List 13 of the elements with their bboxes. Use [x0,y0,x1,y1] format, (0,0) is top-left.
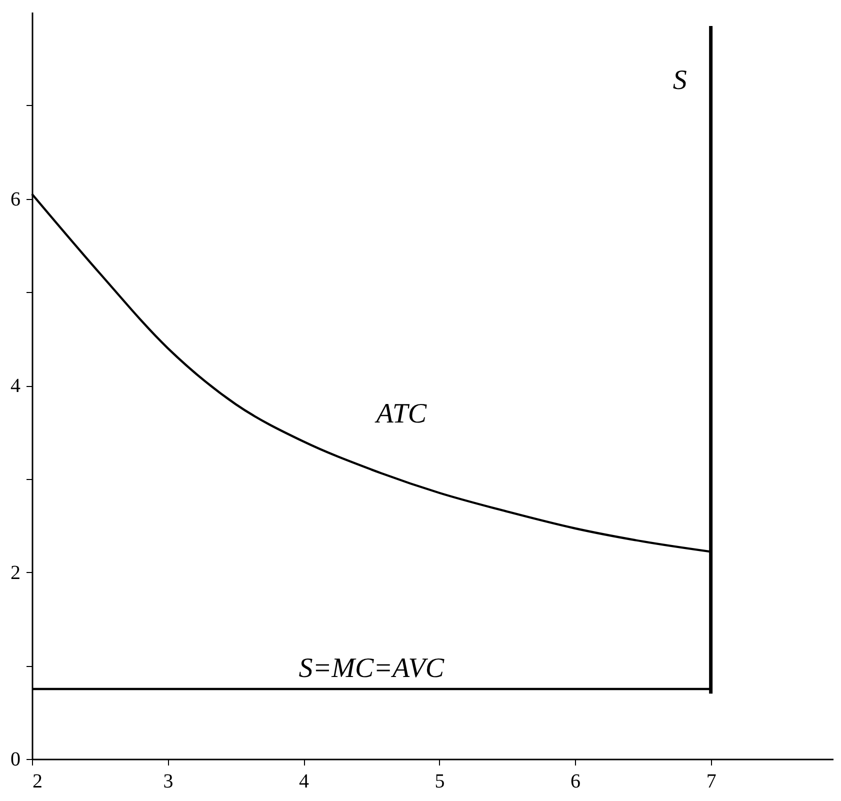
x-tick-label: 3 [163,770,174,792]
y-tick-label: 6 [10,188,20,210]
series-label: S [672,65,687,96]
series-label: ATC [374,398,427,430]
series-label: S=MC=AVC [298,652,444,684]
x-tick-label: 4 [299,770,310,792]
y-tick-label: 2 [10,562,20,584]
x-tick-label: 2 [32,770,42,792]
x-tick-label: 6 [570,770,581,792]
y-tick-label: 0 [10,748,20,770]
x-tick-label: 7 [706,770,716,792]
y-tick-label: 4 [10,375,20,397]
x-tick-label: 5 [434,770,445,792]
